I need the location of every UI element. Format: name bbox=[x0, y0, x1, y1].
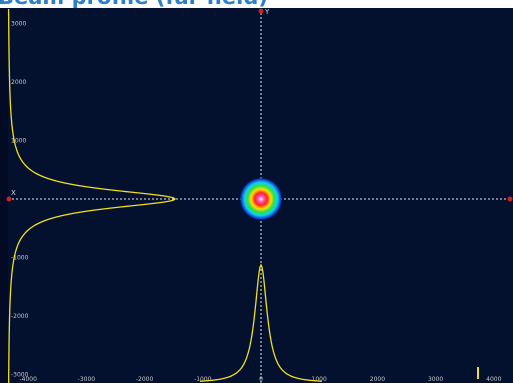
legend-bar bbox=[477, 367, 479, 379]
x-tick-label: 1000 bbox=[312, 376, 327, 383]
vertical-profile bbox=[200, 263, 322, 382]
x-tick-label: 2000 bbox=[370, 376, 385, 383]
page-title: Beam profile (far field) bbox=[0, 0, 268, 9]
y-tick-label: 1000 bbox=[11, 138, 26, 145]
y-tick-label: -2000 bbox=[11, 313, 29, 320]
marker-left bbox=[6, 196, 12, 202]
x-tick-label: 4000 bbox=[486, 376, 501, 383]
x-tick-label: -4000 bbox=[19, 376, 37, 383]
y-tick-label: -3000 bbox=[11, 372, 29, 379]
x-tick-label: 0 bbox=[259, 376, 263, 383]
marker-top bbox=[258, 8, 264, 14]
y-axis-label: Y bbox=[264, 8, 270, 16]
y-tick-label: -1000 bbox=[11, 255, 29, 262]
marker-right bbox=[507, 196, 513, 202]
horizontal-profile bbox=[7, 9, 177, 383]
y-tick-label: 2000 bbox=[11, 79, 26, 86]
x-tick-label: 3000 bbox=[428, 376, 443, 383]
x-tick-label: -1000 bbox=[194, 376, 212, 383]
x-tick-label: -2000 bbox=[136, 376, 154, 383]
y-tick-label: 3000 bbox=[11, 21, 26, 28]
x-axis-label: X bbox=[11, 189, 16, 197]
x-tick-label: -3000 bbox=[78, 376, 96, 383]
beam-spot bbox=[239, 177, 283, 221]
